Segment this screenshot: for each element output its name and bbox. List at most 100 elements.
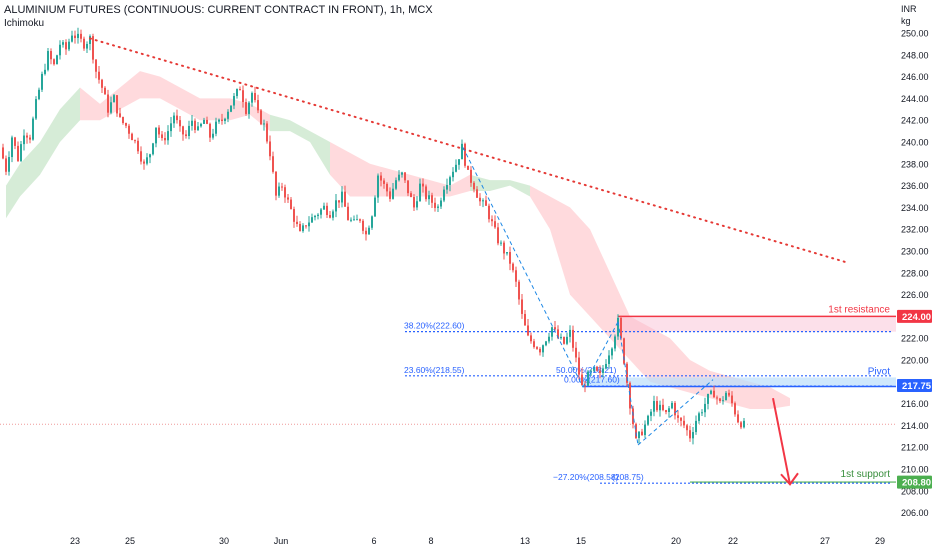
candle-body (695, 420, 697, 433)
candle-body (347, 206, 349, 221)
candle-body (254, 93, 256, 101)
candle-body (197, 126, 199, 131)
y-tick-label: 230.00 (901, 247, 929, 257)
y-tick-label: 220.00 (901, 356, 929, 366)
resistance-price-tag-text: 224.00 (902, 312, 931, 323)
candle-body (500, 242, 502, 244)
candle-body (284, 187, 286, 198)
candle-body (521, 299, 523, 314)
candle-body (425, 186, 427, 200)
candle-body (530, 335, 532, 342)
candle-body (239, 89, 241, 91)
candle-body (350, 219, 352, 221)
candle-body (671, 402, 673, 409)
candle-body (641, 431, 643, 436)
pattern-line (462, 147, 584, 388)
price-axis[interactable]: INR kg 250.00 248.00 246.00 244.00 242.00 240.0… (896, 0, 932, 550)
pattern-line (582, 321, 619, 388)
candle-body (173, 115, 175, 124)
candle-body (128, 125, 130, 134)
candle-body (455, 164, 457, 172)
cloud-segment (530, 185, 550, 230)
candle-body (179, 120, 181, 127)
cloud-segment (6, 163, 20, 219)
indicator-label[interactable]: Ichimoku (4, 18, 45, 29)
candle-body (638, 431, 640, 439)
y-tick-label: 238.00 (901, 159, 929, 169)
candle-body (431, 195, 433, 203)
candle-body (644, 424, 646, 436)
cloud-segment (200, 98, 230, 121)
candle-body (8, 157, 10, 172)
candle-body (422, 183, 424, 187)
candle-body (536, 347, 538, 349)
candle-body (275, 171, 277, 196)
candle-body (485, 200, 487, 206)
candle-body (257, 100, 259, 111)
candle-body (365, 230, 367, 235)
candle-body (221, 119, 223, 122)
candle-body (527, 325, 529, 336)
candle-body (116, 95, 118, 114)
candle-body (578, 357, 580, 375)
candle-body (692, 432, 694, 439)
candle-body (743, 420, 745, 428)
candle-body (71, 35, 73, 42)
axis-unit: kg (901, 16, 911, 26)
candle-body (290, 199, 292, 210)
candlestick-series (2, 27, 745, 445)
fib-label-0: 0.00%(217.60) (564, 375, 620, 385)
candle-body (41, 73, 43, 90)
candle-body (56, 55, 58, 65)
candle-body (44, 69, 46, 74)
candle-body (224, 118, 226, 122)
candle-body (272, 156, 274, 172)
cloud-segment (40, 109, 60, 175)
cloud-segment (310, 131, 330, 175)
candle-body (101, 79, 103, 88)
candle-body (608, 355, 610, 364)
candle-body (686, 425, 688, 431)
candle-body (677, 415, 679, 418)
candle-body (713, 390, 715, 398)
time-axis[interactable]: 23 25 30 Jun 6 8 13 15 20 22 27 29 (70, 536, 885, 546)
y-tick-label: 208.00 (901, 486, 929, 496)
x-tick-label: 23 (70, 536, 80, 546)
candle-body (413, 197, 415, 208)
candle-body (467, 165, 469, 170)
candle-body (323, 205, 325, 210)
x-tick-label: 29 (875, 536, 885, 546)
candle-body (2, 147, 4, 159)
cloud-segment (630, 316, 650, 382)
y-tick-label: 248.00 (901, 50, 929, 60)
candle-body (110, 102, 112, 113)
cloud-segment (750, 381, 770, 410)
candle-body (614, 336, 616, 349)
candle-body (719, 398, 721, 402)
candle-body (731, 395, 733, 404)
candle-body (191, 120, 193, 126)
fib-label-382: 38.20%(222.60) (404, 321, 465, 331)
candle-body (434, 202, 436, 208)
candle-body (653, 401, 655, 412)
y-tick-label: 242.00 (901, 116, 929, 126)
candle-body (374, 197, 376, 217)
candle-body (575, 347, 577, 358)
candle-body (482, 200, 484, 202)
symbol-title[interactable]: ALUMINIUM FUTURES (CONTINUOUS: CURRENT C… (4, 4, 433, 16)
candle-body (503, 242, 505, 254)
candle-body (65, 42, 67, 50)
candle-body (458, 159, 460, 165)
y-tick-label: 250.00 (901, 29, 929, 39)
candle-body (62, 42, 64, 45)
candle-body (557, 329, 559, 339)
candle-body (389, 191, 391, 199)
candle-body (683, 420, 685, 426)
y-tick-label: 214.00 (901, 421, 929, 431)
x-tick-label: 13 (520, 536, 530, 546)
support-price-tag (897, 475, 932, 489)
candle-body (20, 144, 22, 161)
candle-body (29, 137, 31, 140)
candle-body (335, 200, 337, 212)
